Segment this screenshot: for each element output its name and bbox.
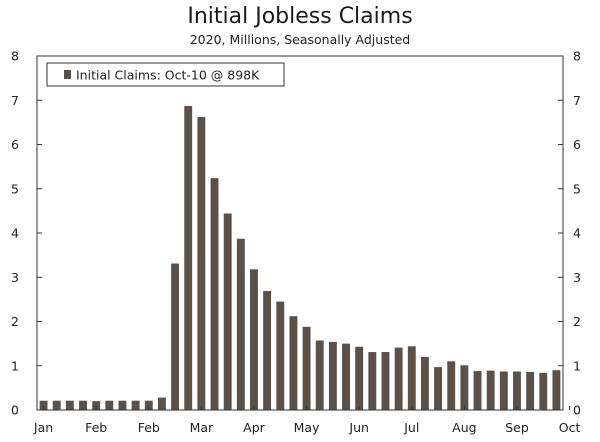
bar bbox=[223, 213, 232, 410]
bar bbox=[276, 301, 285, 410]
x-tick-label: Apr bbox=[243, 420, 265, 435]
x-tick-label: May bbox=[294, 420, 320, 435]
y-tick-label: 2 bbox=[11, 314, 19, 329]
bar bbox=[289, 316, 298, 410]
x-tick-label: Mar bbox=[190, 420, 214, 435]
bar bbox=[342, 343, 350, 411]
legend-swatch bbox=[64, 70, 71, 79]
bar bbox=[526, 371, 535, 410]
legend-label: Initial Claims: Oct-10 @ 898K bbox=[76, 68, 260, 83]
bar bbox=[52, 400, 61, 410]
y-tick-label: 3 bbox=[11, 270, 19, 285]
bar bbox=[315, 340, 324, 410]
y-tick-label: 7 bbox=[11, 93, 19, 108]
bar bbox=[473, 371, 482, 410]
bar bbox=[499, 371, 508, 410]
bar bbox=[210, 178, 219, 410]
x-tick-label: Feb bbox=[138, 420, 160, 435]
y-tick-label: 1 bbox=[573, 358, 581, 373]
y-tick-label: 5 bbox=[573, 181, 581, 196]
y-tick-label: 4 bbox=[573, 226, 581, 241]
plot-frame bbox=[36, 55, 564, 411]
y-tick-label: 6 bbox=[573, 137, 581, 152]
y-tick-label: 8 bbox=[573, 49, 581, 64]
y-tick-label: 6 bbox=[11, 137, 19, 152]
bar bbox=[368, 352, 377, 410]
bar bbox=[184, 106, 193, 410]
y-tick-label: 4 bbox=[11, 226, 19, 241]
bar bbox=[447, 361, 456, 410]
bar bbox=[263, 290, 272, 410]
bar bbox=[394, 347, 403, 410]
bar bbox=[171, 263, 180, 410]
bar bbox=[236, 238, 245, 410]
y-tick-label: 3 bbox=[573, 270, 581, 285]
y-tick-label: 8 bbox=[11, 49, 19, 64]
bar bbox=[250, 269, 258, 410]
y-tick-label: 7 bbox=[573, 93, 581, 108]
x-tick-label: Jul bbox=[403, 420, 419, 435]
bar bbox=[92, 401, 101, 410]
bar bbox=[420, 356, 429, 410]
bar bbox=[328, 341, 337, 410]
x-tick-label: Aug bbox=[452, 420, 476, 435]
y-axis-left: 0 1 2 3 4 5 6 7 8 bbox=[11, 49, 42, 418]
bar bbox=[65, 400, 74, 410]
x-axis: Jan Feb Feb Mar Apr May Jun Jul Aug Sep Oct bbox=[33, 406, 581, 435]
legend-box bbox=[46, 62, 285, 87]
legend: Initial Claims: Oct-10 @ 898K bbox=[46, 62, 285, 87]
x-tick-label: Oct bbox=[559, 420, 581, 435]
chart-title: Initial Jobless Claims bbox=[187, 4, 413, 29]
x-tick-label: Sep bbox=[505, 420, 529, 435]
bar bbox=[79, 400, 87, 410]
bar bbox=[460, 365, 469, 410]
bar-series bbox=[39, 106, 561, 411]
x-tick-label: Jan bbox=[33, 420, 53, 435]
bar bbox=[131, 400, 140, 410]
bar bbox=[407, 346, 416, 410]
bar bbox=[157, 397, 166, 410]
bar bbox=[302, 326, 311, 410]
bar bbox=[39, 400, 48, 410]
bar bbox=[197, 117, 206, 410]
bar bbox=[105, 400, 114, 410]
y-axis-right: 0 1 2 3 4 5 6 7 8 bbox=[558, 49, 581, 418]
bar bbox=[486, 370, 495, 410]
x-tick-label: Jun bbox=[348, 420, 369, 435]
bar bbox=[539, 372, 548, 410]
y-tick-label: 1 bbox=[11, 358, 19, 373]
chart-subtitle: 2020, Millions, Seasonally Adjusted bbox=[189, 32, 411, 47]
y-tick-label: 0 bbox=[573, 403, 581, 418]
y-tick-label: 0 bbox=[11, 403, 19, 418]
bar bbox=[434, 367, 443, 410]
bar bbox=[552, 370, 561, 410]
bar bbox=[118, 400, 127, 410]
bar bbox=[144, 400, 153, 410]
bar bbox=[381, 352, 390, 410]
y-tick-label: 2 bbox=[573, 314, 581, 329]
y-tick-label: 5 bbox=[11, 181, 19, 196]
x-tick-label: Feb bbox=[85, 420, 107, 435]
bar bbox=[355, 346, 364, 410]
bar bbox=[513, 371, 521, 410]
